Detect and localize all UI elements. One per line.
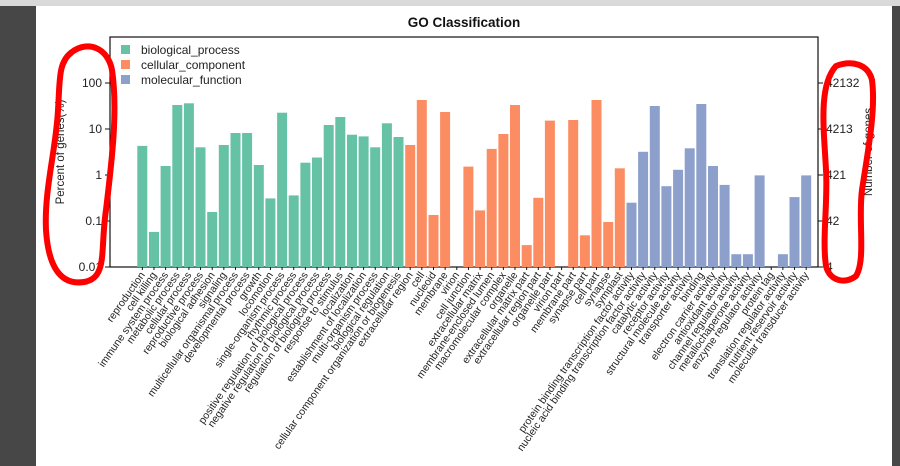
bar-channel-regulator-activity: [731, 254, 742, 267]
legend-swatch-biological_process: [121, 45, 130, 54]
bar-nutrient-reservoir-activity: [789, 197, 800, 267]
bar-immune-system-process: [160, 166, 171, 267]
bar-nucleic-acid-binding-transcription-factor-activity: [638, 151, 649, 267]
bar-cell-part: [591, 100, 602, 267]
bar-protein-binding-transcription-factor-activity: [626, 202, 637, 267]
bar-locomotion: [265, 198, 276, 267]
bar-reproduction: [137, 145, 148, 267]
legend-swatch-molecular_function: [121, 75, 130, 84]
bar-biological-regulation: [381, 123, 392, 267]
bar-cell-junction: [463, 166, 474, 267]
bar-organelle: [510, 105, 520, 267]
y-right-tick-label: 42: [826, 214, 840, 228]
right-axis-annotation-circle: [820, 60, 877, 284]
y-left-tick-label: 10: [89, 122, 103, 136]
bar-molecular-transducer-activity: [801, 175, 812, 267]
bar-developmental-process: [242, 133, 253, 267]
bar-transporter-activity: [684, 148, 695, 267]
bar-negative-regulation-of-biological-process: [312, 157, 322, 267]
bar-receptor-activity: [661, 186, 672, 267]
bar-extracellular-matrix: [475, 210, 486, 267]
bar-growth: [253, 165, 264, 267]
bar-binding: [696, 104, 707, 267]
bar-cellular-component-organization-or-biogenesis: [393, 137, 404, 267]
y-right-tick-label: 4213: [826, 122, 853, 136]
chart-title: GO Classification: [408, 15, 521, 30]
window-top-bar: [0, 0, 900, 6]
bar-response-to-stimulus: [335, 117, 346, 267]
bar-multicellular-organismal-process: [230, 133, 241, 267]
bar-synapse: [603, 222, 614, 267]
y-left-tick-label: 1: [95, 168, 102, 182]
bar-cell: [416, 100, 427, 267]
bar-membrane-part: [568, 120, 579, 267]
bar-localization: [347, 134, 357, 267]
bar-nucleoid: [428, 215, 439, 267]
y-left-tick-label: 100: [82, 76, 102, 90]
bar-macromolecular-complex: [498, 134, 509, 267]
bar-structural-molecule-activity: [673, 169, 684, 267]
bar-synapse-part: [579, 235, 590, 267]
bar-rhythmic-process: [288, 195, 299, 267]
y-right-tick-label: 4: [826, 260, 833, 274]
bar-reproductive-process: [195, 147, 206, 267]
bar-regulation-of-biological-process: [323, 125, 334, 267]
bar-metabolic-process: [172, 105, 183, 267]
bar-membrane-enclosed-lumen: [486, 148, 497, 267]
bar-symplast: [614, 168, 625, 267]
legend-swatch-cellular_component: [121, 60, 130, 69]
bar-cell-killing: [149, 231, 159, 267]
legend-label-molecular_function: molecular_function: [141, 73, 242, 87]
bar-extracellular-region: [405, 145, 416, 267]
legend-label-cellular_component: cellular_component: [141, 58, 246, 72]
bar-positive-regulation-of-biological-process: [300, 162, 311, 267]
bar-antioxidant-activity: [719, 184, 730, 267]
bar-single-organism-process: [277, 112, 288, 267]
bar-electron-carrier-activity: [708, 166, 718, 267]
bar-biological-adhesion: [207, 212, 218, 267]
y-right-tick-label: 42132: [826, 76, 860, 90]
bar-organelle-part: [544, 120, 555, 267]
bar-enzyme-regulator-activity: [754, 175, 765, 267]
bar-translation-regulator-activity: [777, 254, 788, 267]
y-left-tick-label: 0.1: [85, 214, 102, 228]
bar-cellular-process: [183, 103, 194, 267]
bar-membrane: [440, 112, 451, 267]
legend-label-biological_process: biological_process: [141, 43, 240, 57]
scrollbar-track[interactable]: [892, 6, 900, 457]
bar-extracellular-matrix-part: [521, 245, 532, 267]
bar-extracellular-region-part: [533, 197, 544, 267]
bar-establishment-of-localization: [358, 136, 369, 267]
bar-metallochaperone-activity: [742, 254, 753, 267]
bar-signaling: [218, 145, 229, 267]
y-right-tick-label: 421: [826, 168, 846, 182]
left-axis-annotation-circle: [42, 43, 118, 286]
bar-multi-organism-process: [370, 147, 381, 267]
bar-catalytic-activity: [649, 106, 660, 267]
